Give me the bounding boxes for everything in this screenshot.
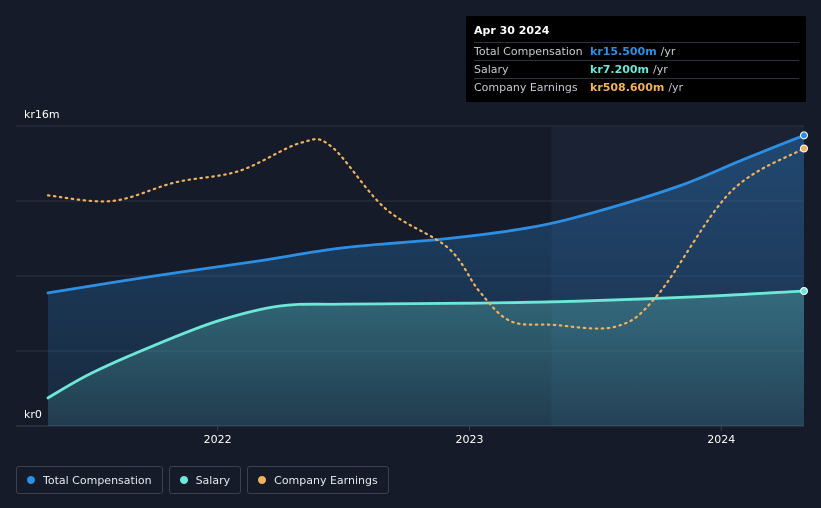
tooltip-value: kr7.200m xyxy=(590,63,649,76)
company-earnings-line xyxy=(46,138,806,330)
legend-item-company-earnings[interactable]: Company Earnings xyxy=(247,466,389,494)
x-tick-label: 2022 xyxy=(204,433,232,446)
total-compensation-line xyxy=(46,134,806,295)
x-tick-label: 2024 xyxy=(707,433,735,446)
legend-dot-icon xyxy=(179,476,188,484)
tooltip-row-earnings: Company Earnings kr508.600m /yr xyxy=(474,78,799,96)
legend-label: Company Earnings xyxy=(274,473,378,487)
salary-line xyxy=(46,289,806,400)
company-earnings-end-marker xyxy=(800,144,808,153)
legend-item-total-compensation[interactable]: Total Compensation xyxy=(16,466,163,494)
legend: Total Compensation Salary Company Earnin… xyxy=(16,466,395,494)
tooltip-value: kr15.500m xyxy=(590,45,657,58)
tooltip-unit: /yr xyxy=(668,81,684,94)
total-compensation-end-marker xyxy=(800,131,808,140)
y-axis-bottom-label: kr0 xyxy=(24,408,42,421)
tooltip-unit: /yr xyxy=(660,45,676,58)
legend-label: Salary xyxy=(195,473,231,487)
tooltip-row-salary: Salary kr7.200m /yr xyxy=(474,60,799,78)
tooltip-label: Total Compensation xyxy=(474,45,583,58)
tooltip-unit: /yr xyxy=(653,63,668,76)
tooltip-value: kr508.600m xyxy=(590,81,665,94)
tooltip-row-total: Total Compensation kr15.500m /yr xyxy=(474,42,799,60)
x-tick-label: 2023 xyxy=(455,433,483,446)
axes: kr16m kr0 2022 2023 2024 xyxy=(24,108,735,446)
tooltip-date: Apr 30 2024 xyxy=(474,24,550,37)
salary-end-marker xyxy=(800,287,808,295)
tooltip-label: Company Earnings xyxy=(474,81,578,94)
series-lines xyxy=(46,134,806,400)
legend-item-salary[interactable]: Salary xyxy=(168,466,242,494)
tooltip: Apr 30 2024 Total Compensation kr15.500m… xyxy=(466,16,806,102)
tooltip-label: Salary xyxy=(474,63,509,76)
end-markers xyxy=(800,131,808,295)
series-areas xyxy=(48,135,804,426)
legend-dot-icon xyxy=(27,476,35,484)
y-axis-top-label: kr16m xyxy=(24,108,60,121)
legend-label: Total Compensation xyxy=(43,473,152,487)
salary-area xyxy=(48,291,804,426)
legend-dot-icon xyxy=(258,476,267,484)
